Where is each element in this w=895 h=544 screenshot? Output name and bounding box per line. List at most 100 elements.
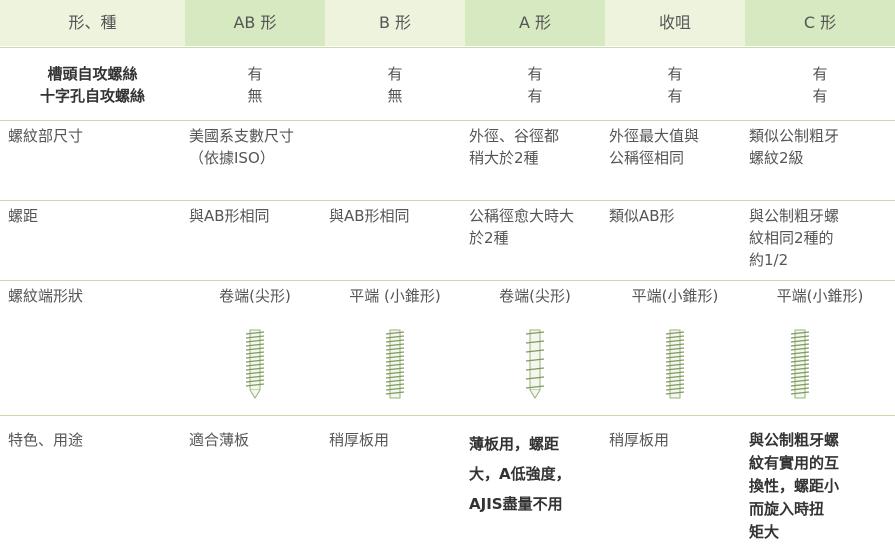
- cell-text: 無: [387, 87, 403, 105]
- cell-text: 稍厚板用: [609, 431, 670, 449]
- cell-text: 外徑最大值與: [609, 127, 700, 145]
- screw-part: [790, 379, 810, 383]
- cell-text: 螺紋2級: [749, 149, 804, 167]
- screw-part: [790, 351, 810, 355]
- screw-part: [790, 363, 810, 367]
- header-text: B 形: [378, 13, 412, 32]
- screw-part: [245, 371, 265, 375]
- screw-part: [665, 343, 685, 347]
- cell-text: 無: [247, 87, 263, 105]
- cell-text: 十字孔自攻螺絲: [39, 87, 145, 105]
- cell-text: 槽頭自攻螺絲: [47, 65, 138, 83]
- screw-part: [385, 331, 405, 335]
- screw-part: [385, 391, 405, 395]
- screw-part: [525, 358, 545, 362]
- screw-part: [665, 335, 685, 339]
- screw-part: [665, 359, 685, 363]
- row-divider: [0, 120, 895, 121]
- cell-text: 而旋入時扭: [749, 500, 825, 518]
- screw-part: [790, 383, 810, 387]
- header-cell: [605, 0, 745, 46]
- screw-part: [665, 371, 685, 375]
- screw-part: [525, 340, 545, 344]
- screw-part: [245, 355, 265, 359]
- screw-part: [790, 387, 810, 391]
- cell-text: 與公制粗牙螺: [749, 431, 840, 449]
- screw-part: [525, 385, 545, 389]
- header-text: 收咀: [658, 13, 691, 32]
- header-text: AB 形: [233, 13, 277, 32]
- screw-part: [790, 335, 810, 339]
- screw-part: [245, 363, 265, 367]
- cell-text: 有: [527, 87, 543, 105]
- screw-part: [245, 359, 265, 363]
- screw-part: [245, 343, 265, 347]
- screw-part: [385, 359, 405, 363]
- screw-part: [665, 355, 685, 359]
- screw-part: [385, 351, 405, 355]
- row-divider: [0, 280, 895, 281]
- cell-text: 平端(小錐形): [776, 287, 864, 305]
- screw-part: [665, 339, 685, 343]
- screw-part: [385, 379, 405, 383]
- screw-part: [245, 383, 265, 387]
- cell-text: （依據ISO）: [189, 149, 275, 167]
- screw-part: [665, 367, 685, 371]
- cell-text: 與AB形相同: [189, 207, 270, 225]
- screw-part: [525, 331, 545, 335]
- screw-part: [665, 379, 685, 383]
- cell-text: 有: [387, 65, 403, 83]
- cell-text: 美國系支數尺寸: [189, 127, 295, 145]
- screw-part: [790, 371, 810, 375]
- cell-text: 有: [812, 87, 828, 105]
- cell-text: 類似公制粗牙: [749, 127, 840, 145]
- screw-part: [245, 379, 265, 383]
- cell-text: 有: [247, 65, 263, 83]
- screw-part: [790, 359, 810, 363]
- screw-part: [385, 355, 405, 359]
- cell-text: 有: [667, 87, 683, 105]
- row-divider: [0, 47, 895, 48]
- cell-text: 公稱徑愈大時大: [469, 207, 575, 225]
- cell-text: 換性，螺距小: [749, 477, 840, 495]
- screw-part: [665, 383, 685, 387]
- cell-text: 平端(小錐形): [631, 287, 719, 305]
- header-text: 形、種: [68, 13, 117, 32]
- screw-part: [790, 347, 810, 351]
- cell-text: 外徑、谷徑都: [469, 127, 560, 145]
- cell-text: 大，A低強度，: [469, 465, 571, 483]
- cell-text: 平端 (小錐形): [349, 287, 441, 305]
- screw-part: [385, 335, 405, 339]
- header-cell: [745, 0, 895, 46]
- screw-part: [385, 343, 405, 347]
- screw-part: [665, 331, 685, 335]
- screw-part: [665, 347, 685, 351]
- cell-text: 螺紋端形狀: [8, 287, 84, 305]
- cell-text: 卷端(尖形): [499, 287, 571, 305]
- row-divider: [0, 415, 895, 416]
- screw-part: [245, 367, 265, 371]
- screw-part: [245, 331, 265, 335]
- screw-part: [529, 389, 541, 399]
- screw-part: [385, 371, 405, 375]
- screw-part: [665, 391, 685, 395]
- screw-part: [245, 347, 265, 351]
- cell-text: 螺距: [8, 207, 39, 225]
- screw-part: [525, 367, 545, 371]
- screw-part: [385, 367, 405, 371]
- screw-part: [790, 331, 810, 335]
- screw-part: [665, 387, 685, 391]
- cell-text: 與公制粗牙螺: [749, 207, 840, 225]
- cell-text: 約1/2: [749, 251, 789, 269]
- cell-text: 與AB形相同: [329, 207, 410, 225]
- cell-text: AJIS盡量不用: [469, 495, 563, 513]
- screw-part: [385, 363, 405, 367]
- cell-text: 有: [812, 65, 828, 83]
- screw-part: [790, 339, 810, 343]
- screw-part: [245, 335, 265, 339]
- cell-text: 有: [667, 65, 683, 83]
- cell-text: 有: [527, 65, 543, 83]
- screw-part: [385, 383, 405, 387]
- header-text: C 形: [803, 13, 837, 32]
